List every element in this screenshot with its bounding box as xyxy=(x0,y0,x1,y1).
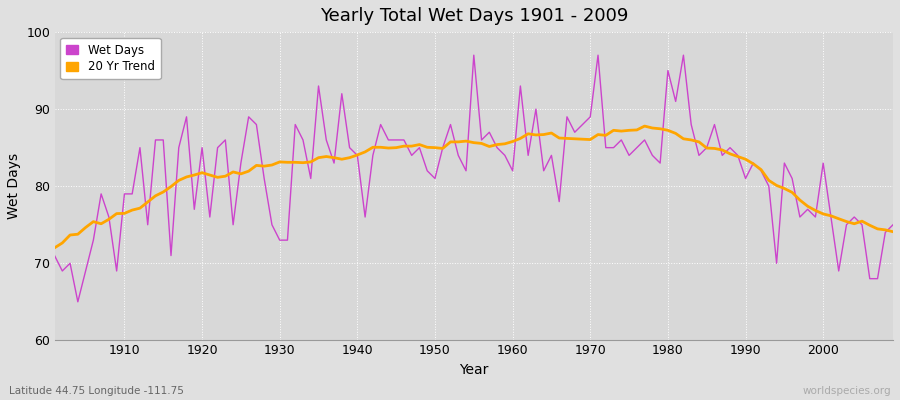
Text: worldspecies.org: worldspecies.org xyxy=(803,386,891,396)
Legend: Wet Days, 20 Yr Trend: Wet Days, 20 Yr Trend xyxy=(60,38,160,79)
Title: Yearly Total Wet Days 1901 - 2009: Yearly Total Wet Days 1901 - 2009 xyxy=(320,7,628,25)
Y-axis label: Wet Days: Wet Days xyxy=(7,153,21,219)
Text: Latitude 44.75 Longitude -111.75: Latitude 44.75 Longitude -111.75 xyxy=(9,386,184,396)
X-axis label: Year: Year xyxy=(459,363,489,377)
